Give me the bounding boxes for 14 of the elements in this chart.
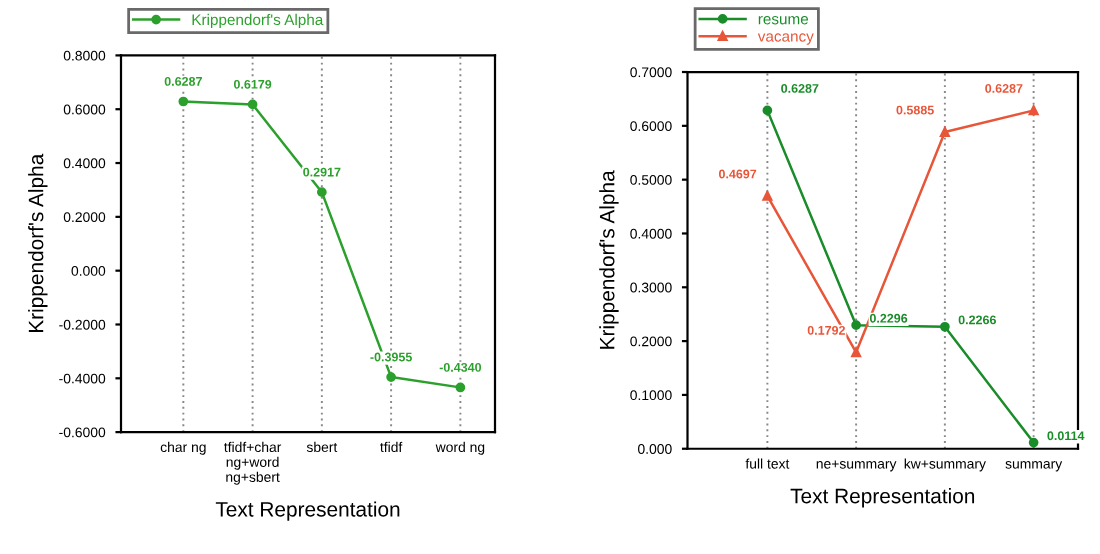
point: [247, 99, 258, 110]
point: [940, 321, 950, 332]
y-axis-title: Krippendorf's Alpha: [28, 153, 48, 333]
point: [1028, 437, 1039, 448]
x-axis-title: Text Representation: [215, 501, 400, 521]
x-axis-title: Text Representation: [790, 488, 975, 508]
point: [851, 320, 861, 331]
point: [178, 96, 189, 107]
point: [455, 382, 466, 393]
point: [386, 372, 396, 382]
point: [316, 187, 327, 198]
y-axis-title: Krippendorf's Alpha: [599, 170, 619, 349]
point: [762, 105, 773, 116]
point: [1028, 105, 1039, 116]
